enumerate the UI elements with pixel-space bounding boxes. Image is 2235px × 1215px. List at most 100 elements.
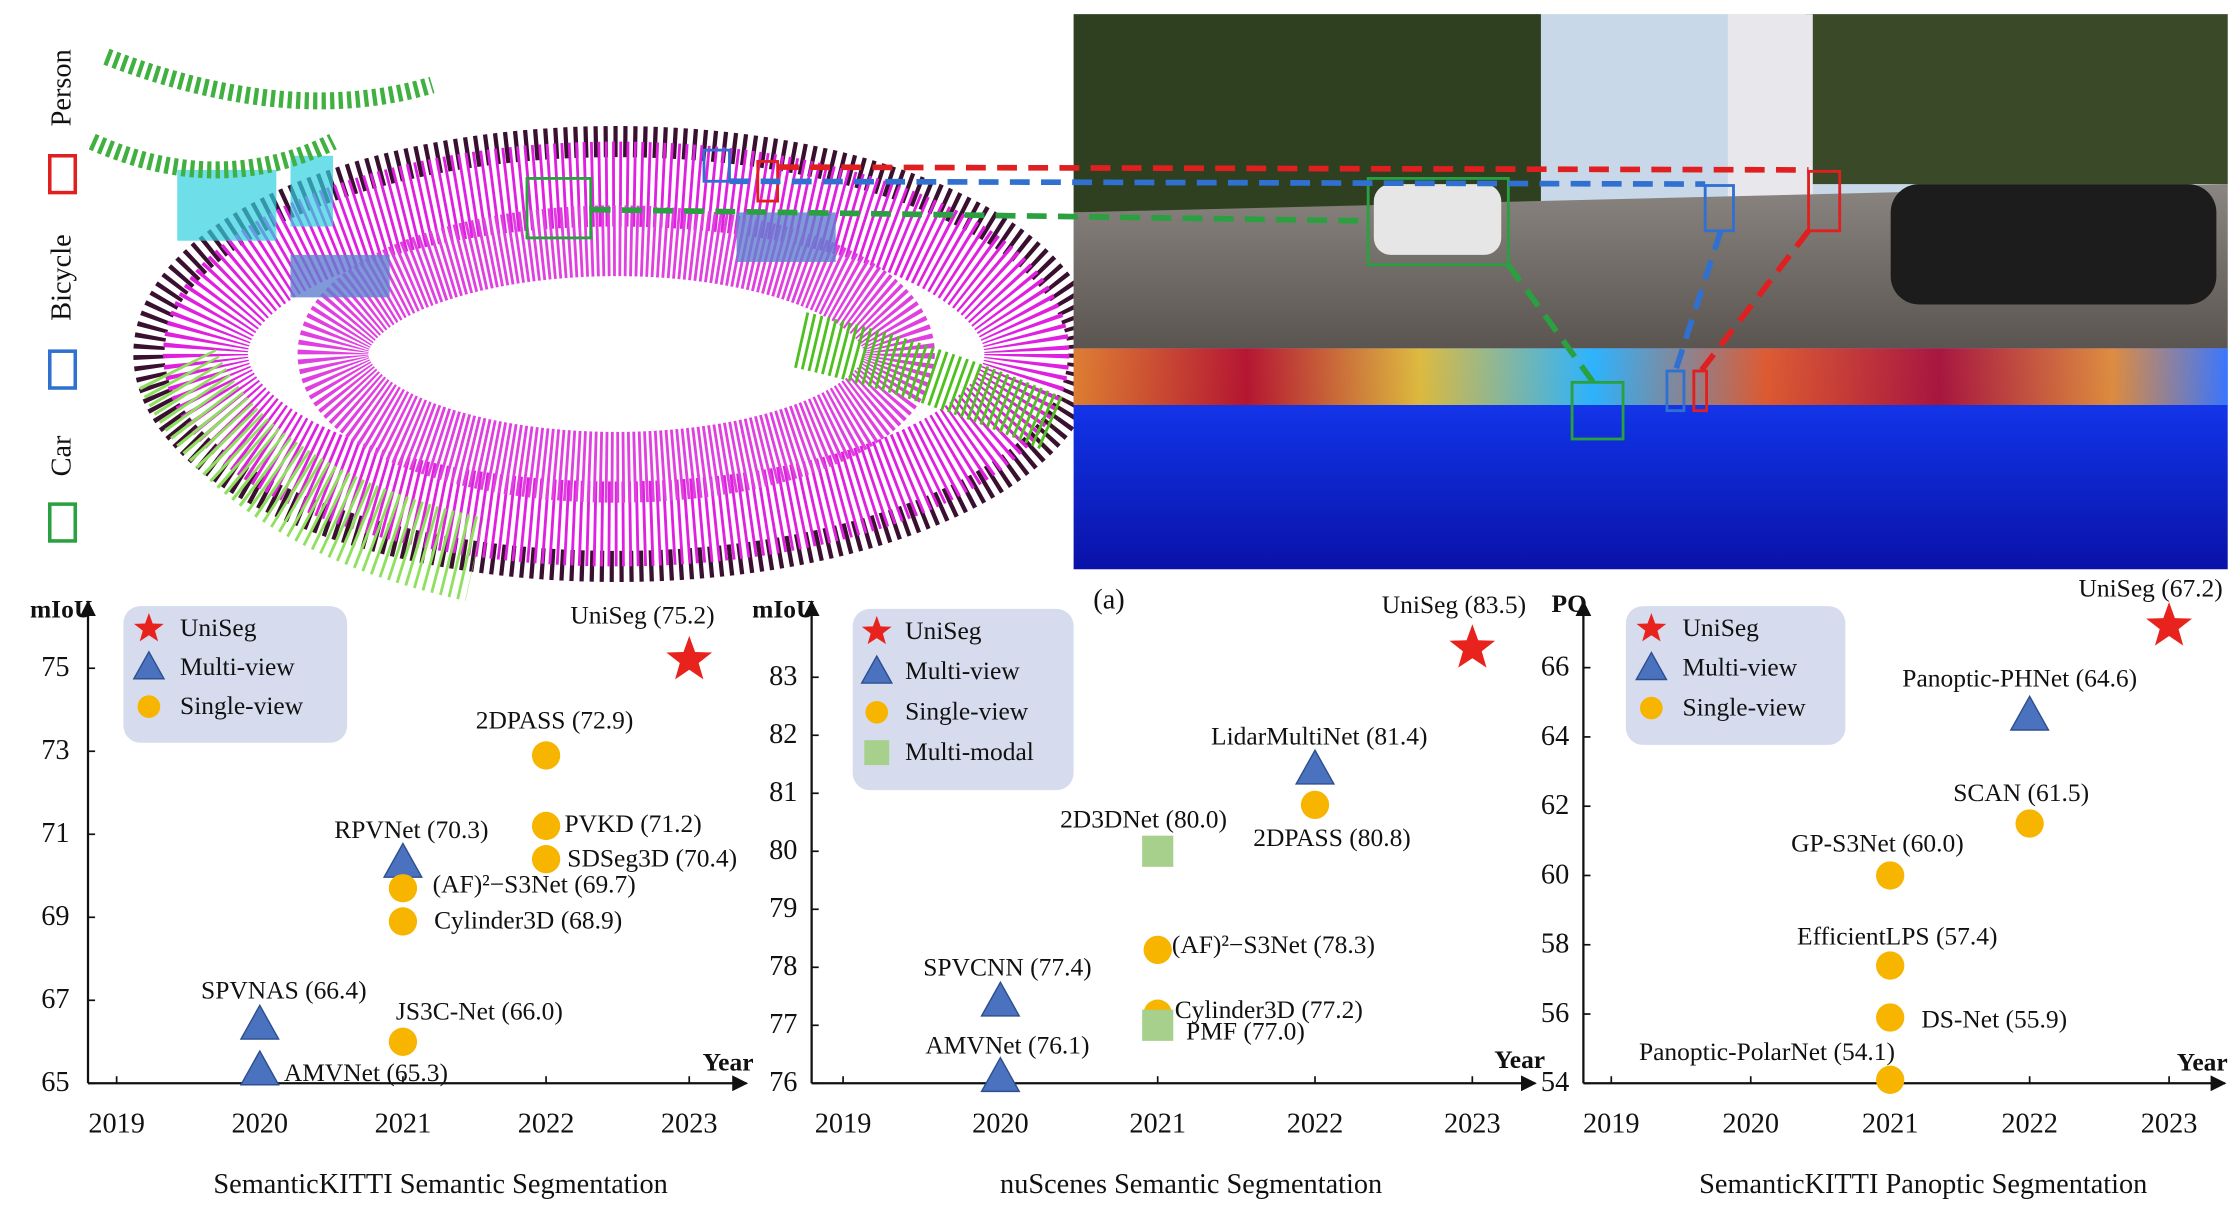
circle-marker <box>532 741 560 769</box>
legend-marker <box>865 701 888 724</box>
point-label: UniSeg (67.2) <box>2078 574 2222 603</box>
point-label: EfficientLPS (57.4) <box>1797 921 1997 950</box>
legend-boxes <box>50 156 75 541</box>
point-label: AMVNet (76.1) <box>925 1031 1089 1060</box>
star-marker <box>2146 602 2192 646</box>
x-axis-label: Year <box>1494 1045 1545 1074</box>
y-axis-label: mIoU <box>752 595 814 624</box>
point-label: Panoptic-PolarNet (54.1) <box>1639 1037 1895 1066</box>
y-tick-label: 79 <box>769 893 797 924</box>
y-tick-label: 81 <box>769 777 797 808</box>
circle-marker <box>389 907 417 935</box>
top-label: Bicycle <box>46 234 77 320</box>
y-tick-label: 69 <box>41 901 69 932</box>
x-tick-label: 2019 <box>88 1108 145 1139</box>
y-tick-label: 54 <box>1541 1067 1569 1098</box>
x-axis-label: Year <box>703 1048 754 1077</box>
x-tick-label: 2020 <box>231 1108 288 1139</box>
point-label: SDSeg3D (70.4) <box>567 843 737 872</box>
square-marker <box>1142 836 1173 867</box>
x-tick-label: 2020 <box>1722 1108 1779 1139</box>
point-label: Cylinder3D (68.9) <box>434 906 622 935</box>
circle-marker <box>1876 861 1904 889</box>
chart-title: nuScenes Semantic Segmentation <box>1000 1169 1382 1200</box>
point-label: PVKD (71.2) <box>564 809 701 838</box>
point-label: JS3C-Net (66.0) <box>396 996 563 1025</box>
x-tick-label: 2023 <box>2141 1108 2198 1139</box>
x-axis-label: Year <box>2177 1048 2228 1077</box>
legend-label: UniSeg <box>905 616 982 645</box>
y-tick-label: 65 <box>41 1067 69 1098</box>
legend-label: Single-view <box>905 697 1029 726</box>
y-tick-label: 62 <box>1541 790 1569 821</box>
x-tick-label: 2022 <box>2001 1108 2058 1139</box>
circle-marker <box>1876 1066 1904 1094</box>
circle-marker <box>1876 1003 1904 1031</box>
panel-label: (a) <box>1093 584 1124 615</box>
triangle-marker <box>982 1058 1020 1092</box>
circle-marker <box>1301 791 1329 819</box>
triangle-marker <box>241 1005 279 1039</box>
y-tick-label: 71 <box>41 818 69 849</box>
y-axis-label: mIoU <box>30 595 92 624</box>
y-tick-label: 80 <box>769 835 797 866</box>
circle-marker <box>2015 809 2043 837</box>
y-tick-label: 67 <box>41 984 69 1015</box>
legend-label: Multi-view <box>180 652 295 681</box>
star-marker <box>1449 624 1495 667</box>
circle-marker <box>389 874 417 902</box>
point-label: (AF)²−S3Net (69.7) <box>433 870 636 899</box>
chart-title: SemanticKITTI Semantic Segmentation <box>213 1169 667 1200</box>
legend-marker <box>1640 697 1663 720</box>
legend-marker <box>138 695 161 718</box>
x-tick-label: 2019 <box>1583 1108 1640 1139</box>
point-label: (AF)²−S3Net (78.3) <box>1172 930 1375 959</box>
point-label: SCAN (61.5) <box>1953 778 2089 807</box>
point-label: 2D3DNet (80.0) <box>1060 804 1227 833</box>
star-marker <box>666 636 712 680</box>
x-tick-label: 2021 <box>1129 1108 1186 1139</box>
x-tick-label: 2021 <box>1862 1108 1919 1139</box>
triangle-marker <box>2011 696 2049 730</box>
x-tick-label: 2023 <box>661 1108 718 1139</box>
x-tick-label: 2022 <box>518 1108 575 1139</box>
legend-marker <box>864 740 889 765</box>
point-label: AMVNet (65.3) <box>284 1058 448 1087</box>
point-label: RPVNet (70.3) <box>334 815 488 844</box>
circle-marker <box>389 1028 417 1056</box>
legend-label: UniSeg <box>180 613 257 642</box>
point-label: GP-S3Net (60.0) <box>1791 829 1964 858</box>
triangle-marker <box>384 843 422 877</box>
y-tick-label: 78 <box>769 951 797 982</box>
circle-marker <box>1144 936 1172 964</box>
circle-marker <box>1876 951 1904 979</box>
x-tick-label: 2021 <box>375 1108 432 1139</box>
legend-label: UniSeg <box>1683 613 1760 642</box>
point-label: Panoptic-PHNet (64.6) <box>1902 664 2137 693</box>
y-tick-label: 83 <box>769 661 797 692</box>
y-tick-label: 77 <box>769 1009 797 1040</box>
point-label: PMF (77.0) <box>1186 1017 1305 1046</box>
triangle-marker <box>1296 750 1334 784</box>
triangle-marker <box>982 982 1020 1016</box>
y-tick-label: 56 <box>1541 998 1569 1029</box>
y-tick-label: 73 <box>41 735 69 766</box>
page: {"figure": {"top_labels": ["Person", "Bi… <box>0 0 2235 1215</box>
legend-label: Multi-view <box>905 656 1020 685</box>
legend-label: Multi-modal <box>905 737 1034 766</box>
y-tick-label: 60 <box>1541 859 1569 890</box>
point-label: UniSeg (83.5) <box>1382 590 1526 619</box>
legend-label: Single-view <box>1683 692 1807 721</box>
point-label: 2DPASS (72.9) <box>476 706 634 735</box>
point-cloud <box>89 11 1083 569</box>
top-label: Person <box>46 49 77 126</box>
charts: 65 67 69 71 73 75 2019 2020 2021 2022 2023 mIoU Year… <box>30 574 2228 1201</box>
y-tick-label: 75 <box>41 652 69 683</box>
legend-label: Multi-view <box>1683 653 1798 682</box>
figure: Person Bicycle Car (a) 65676971737520192… <box>0 0 2235 1215</box>
y-tick-label: 66 <box>1541 652 1569 683</box>
square-marker <box>1142 1010 1173 1041</box>
legend-label: Single-view <box>180 691 304 720</box>
y-tick-label: 82 <box>769 719 797 750</box>
point-label: SPVCNN (77.4) <box>923 952 1091 981</box>
